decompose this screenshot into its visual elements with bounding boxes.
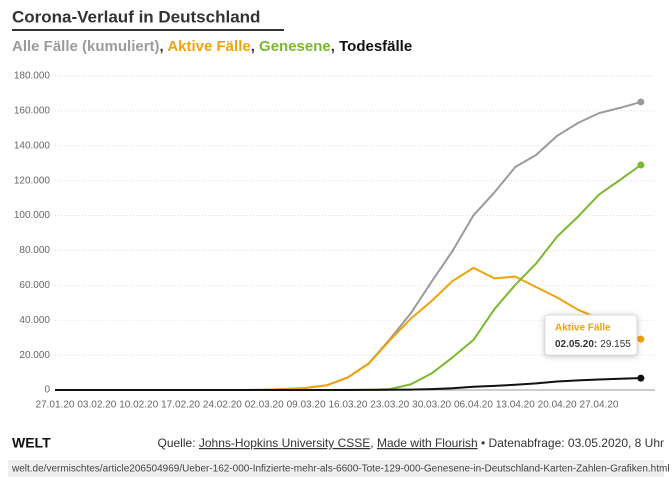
x-tick-label: 24.02.20: [203, 400, 242, 411]
legend: Alle Fälle (kumuliert), Aktive Fälle, Ge…: [12, 38, 412, 55]
tooltip-box: [544, 314, 638, 356]
end-dot: [637, 98, 645, 106]
chart-title: Corona-Verlauf in Deutschland: [12, 7, 260, 26]
url[interactable]: welt.de/vermischtes/article206504969/Ueb…: [11, 464, 670, 475]
plot: 0 20.000 40.000 60.000 80.000 100.000 120.000 1…: [14, 71, 655, 411]
legend-separator: ,: [251, 38, 259, 55]
tooltip-number: 29.155: [600, 339, 631, 350]
y-tick-label: 60.000: [19, 280, 50, 291]
y-tick-label: 140.000: [14, 140, 51, 151]
tooltip-value: 02.05.20: 29.155: [555, 339, 631, 350]
y-tick-label: 0: [44, 385, 50, 396]
separator: ,: [370, 436, 377, 450]
legend-separator: ,: [331, 38, 339, 55]
source-link[interactable]: Johns-Hopkins University CSSE: [199, 436, 370, 450]
legend-entry: Aktive Fälle: [167, 38, 250, 55]
legend-entry: Todesfälle: [339, 38, 412, 55]
y-tick-label: 120.000: [14, 175, 51, 186]
x-tick-label: 09.03.20: [287, 400, 326, 411]
source: Quelle: Johns-Hopkins University CSSE, M…: [158, 436, 665, 450]
y-tick-label: 80.000: [19, 245, 50, 256]
tooltip-title: Aktive Fälle: [555, 323, 611, 334]
flourish-link[interactable]: Made with Flourish: [377, 436, 478, 450]
y-tick-label: 180.000: [14, 71, 51, 82]
x-tick-label: 03.02.20: [77, 400, 116, 411]
end-dot: [637, 161, 645, 169]
url-bar: [8, 460, 664, 477]
end-dot: [637, 335, 645, 343]
y-tick-label: 160.000: [14, 106, 51, 117]
x-tick-label: 27.01.20: [36, 400, 75, 411]
legend-entry: Genesene: [259, 38, 331, 55]
y-tick-label: 20.000: [19, 350, 50, 361]
x-tick-label: 02.03.20: [245, 400, 284, 411]
y-tick-label: 100.000: [14, 210, 51, 221]
end-dot: [637, 374, 645, 382]
legend-entry: Alle Fälle (kumuliert): [12, 38, 160, 55]
series-line: [55, 164, 642, 391]
x-tick-label: 30.03.20: [412, 400, 451, 411]
y-tick-label: 40.000: [19, 315, 50, 326]
x-tick-label: 13.04.20: [496, 400, 535, 411]
legend-separator: ,: [160, 38, 168, 55]
x-tick-label: 27.04.20: [580, 400, 619, 411]
source-label: Quelle:: [158, 436, 196, 450]
date-note: • Datenabfrage: 03.05.2020, 8 Uhr: [478, 436, 664, 450]
tooltip-date: 02.05.20:: [555, 339, 597, 350]
x-tick-label: 20.04.20: [538, 400, 577, 411]
x-tick-label: 23.03.20: [370, 400, 409, 411]
x-tick-label: 16.03.20: [328, 400, 367, 411]
x-tick-label: 17.02.20: [161, 400, 200, 411]
logo: WELT: [12, 435, 51, 451]
x-tick-label: 10.02.20: [119, 400, 158, 411]
series-line: [55, 377, 641, 391]
x-tick-label: 06.04.20: [454, 400, 493, 411]
